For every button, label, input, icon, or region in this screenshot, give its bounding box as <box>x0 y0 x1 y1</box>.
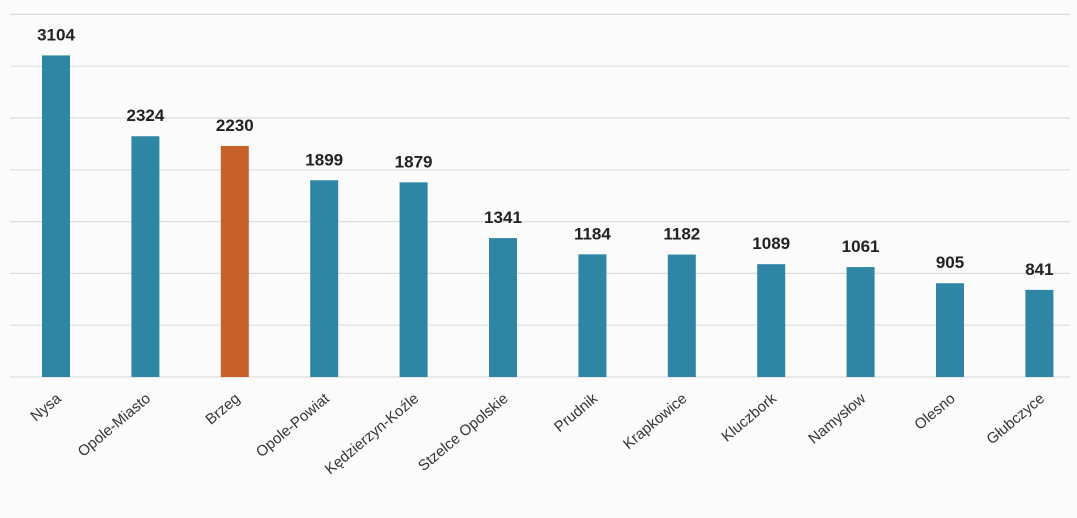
value-label: 1182 <box>663 225 700 244</box>
value-label: 841 <box>1025 260 1053 279</box>
category-tick-label: Prudnik <box>551 390 601 436</box>
bar <box>668 255 696 377</box>
category-tick-label: Głubczyce <box>983 390 1048 448</box>
category-tick-label: Nysa <box>27 390 65 425</box>
bar <box>847 267 875 377</box>
category-tick-labels: Nysa Opole-Miasto Brzeg Opole-PowiatKędzier… <box>27 390 1048 479</box>
value-label: 1061 <box>842 237 880 256</box>
category-tick-label: Brzeg <box>202 390 243 428</box>
bar <box>131 136 159 377</box>
bar <box>757 264 785 377</box>
value-label: 2230 <box>216 116 254 135</box>
value-label: 3104 <box>37 25 75 44</box>
category-tick-label: Olesno <box>911 390 958 434</box>
bar <box>936 283 964 377</box>
category-tick-label: Opole-Powiat <box>253 390 334 461</box>
bar <box>489 238 517 377</box>
grid-lines <box>10 14 1070 377</box>
value-label: 1089 <box>752 234 790 253</box>
category-tick-label: Opole-Miasto <box>75 390 154 460</box>
bar <box>1025 290 1053 377</box>
value-labels: 3104 2324 2230 1899 1879 1341 1184 1182 1089 1061… <box>37 25 1054 278</box>
bar <box>42 55 70 377</box>
value-label: 1341 <box>484 208 522 227</box>
value-label: 1899 <box>305 150 343 169</box>
category-tick-label: Namysłow <box>805 390 869 448</box>
category-tick-label: Kędzierzyn-Koźle <box>322 390 422 478</box>
category-tick-label: Krapkowice <box>620 390 690 453</box>
category-tick-label: Stzelce Opolskie <box>415 390 512 475</box>
category-tick-label: Kluczbork <box>718 390 780 446</box>
bar <box>578 254 606 377</box>
value-label: 1184 <box>574 224 611 243</box>
value-label: 905 <box>936 253 964 272</box>
bar <box>221 146 249 377</box>
value-label: 2324 <box>126 106 164 125</box>
value-label: 1879 <box>395 152 433 171</box>
bar <box>310 180 338 377</box>
bar <box>400 182 428 377</box>
bars <box>42 55 1053 377</box>
